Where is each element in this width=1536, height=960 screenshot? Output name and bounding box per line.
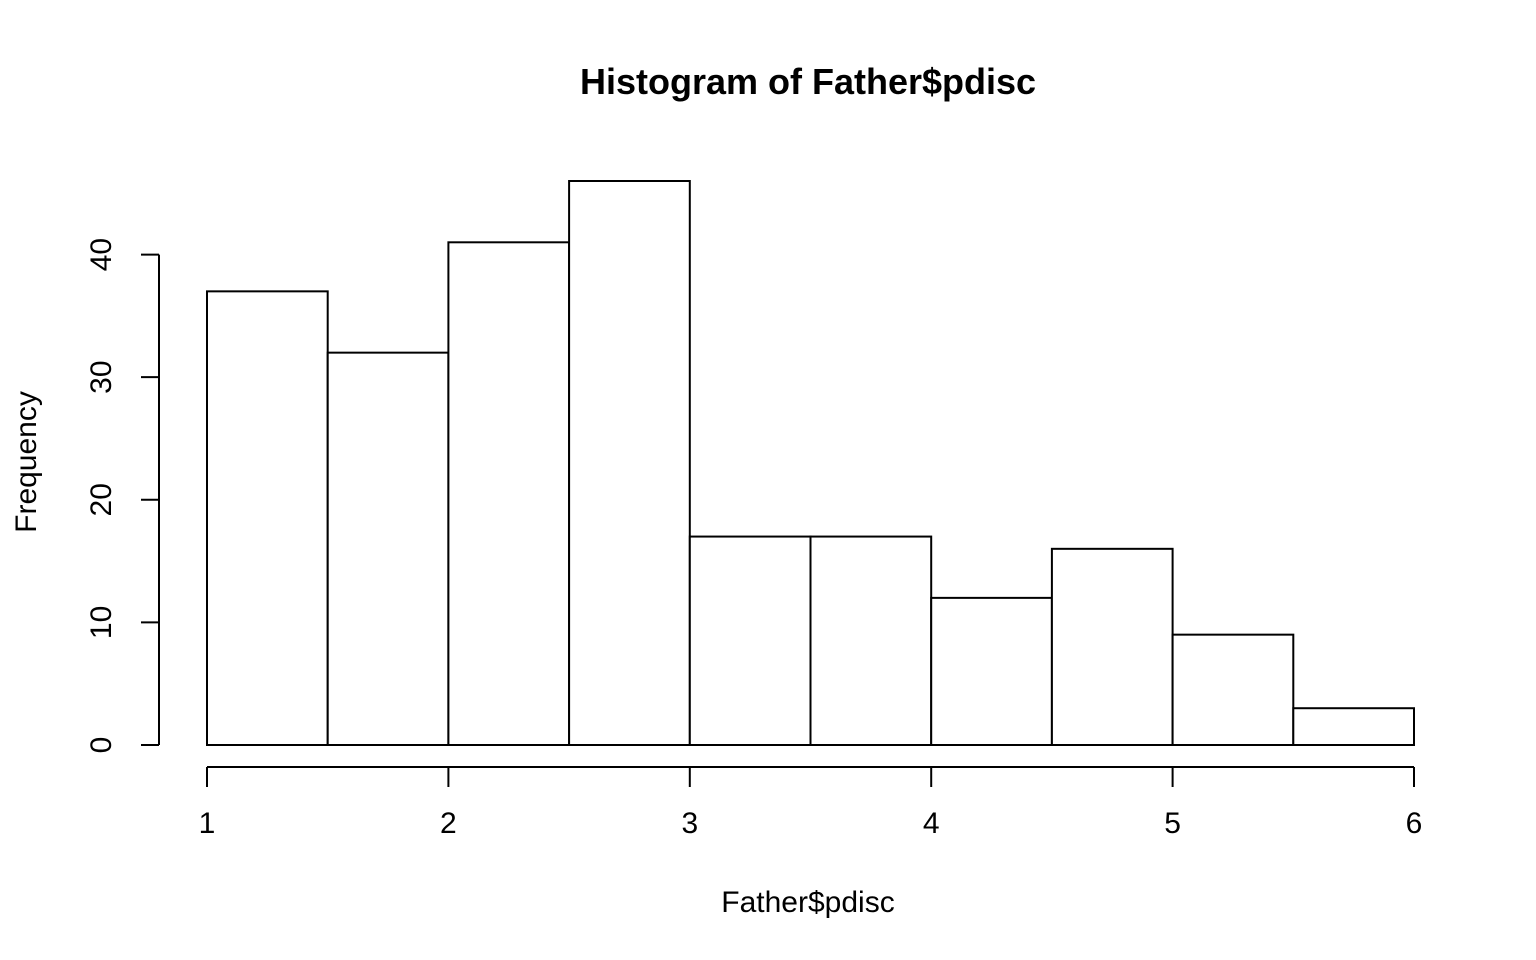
x-tick-label: 4: [923, 807, 940, 840]
y-tick-label: 10: [85, 606, 118, 639]
x-tick-label: 5: [1164, 807, 1181, 840]
y-axis-label: Frequency: [10, 391, 43, 533]
x-tick-label: 2: [440, 807, 457, 840]
chart-title: Histogram of Father$pdisc: [580, 61, 1036, 102]
histogram-bars: [206, 180, 1416, 747]
y-tick-label: 40: [85, 238, 118, 271]
x-tick-label: 3: [681, 807, 698, 840]
histogram-bar: [568, 180, 691, 746]
x-tick-label: 1: [199, 807, 216, 840]
histogram-bar: [326, 351, 450, 746]
histogram-bar: [1292, 707, 1416, 747]
histogram-bar: [447, 241, 571, 746]
histogram-bar: [1050, 547, 1174, 747]
histogram-bar: [1171, 633, 1295, 746]
x-tick-label: 6: [1406, 807, 1423, 840]
histogram-bar: [688, 535, 812, 747]
x-axis-label: Father$pdisc: [721, 886, 894, 919]
y-tick-label: 20: [85, 483, 118, 516]
y-tick-label: 0: [85, 737, 118, 754]
histogram-bar: [809, 535, 933, 747]
y-tick-label: 30: [85, 360, 118, 393]
histogram-bar: [206, 290, 329, 746]
histogram-bar: [930, 596, 1053, 746]
y-axis: 0 10 20 30 40: [85, 238, 160, 754]
x-axis: 1 2 3 4 5 6: [199, 766, 1423, 840]
